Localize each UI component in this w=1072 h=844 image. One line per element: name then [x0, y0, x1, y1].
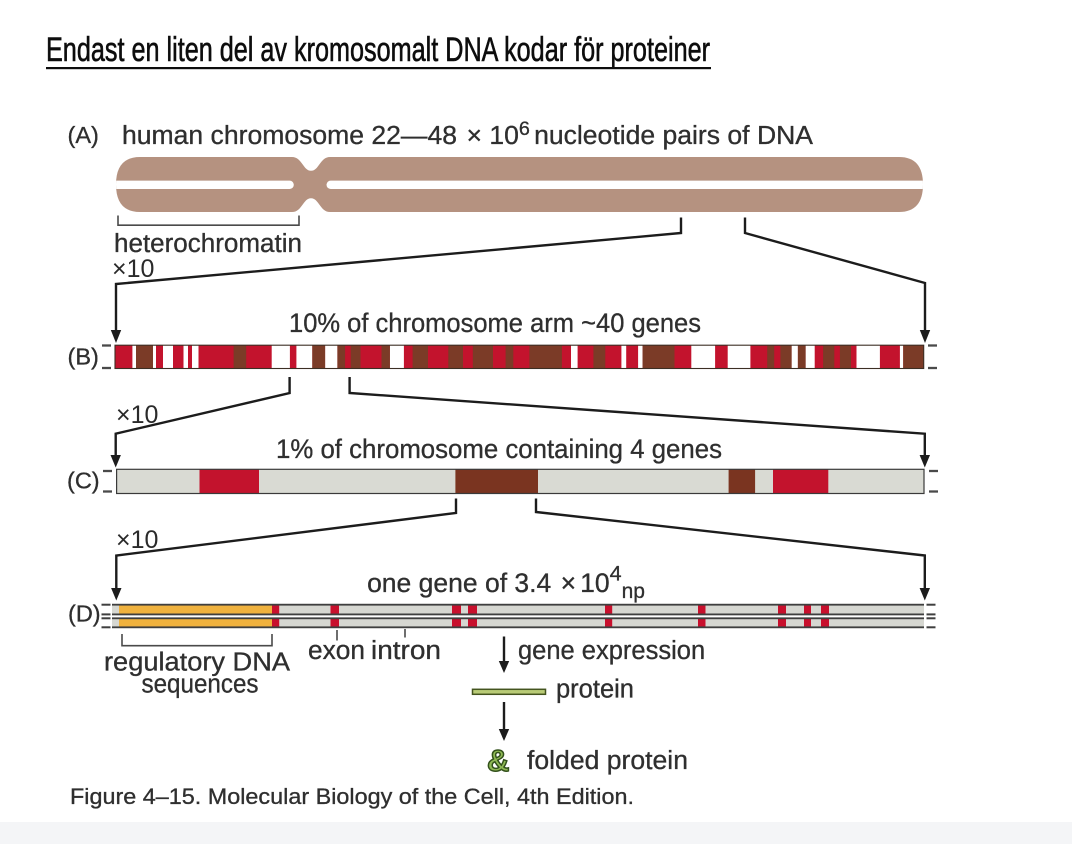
svg-text:×10: ×10	[112, 255, 154, 283]
svg-text:(D): (D)	[68, 601, 101, 627]
svg-text:protein: protein	[556, 676, 634, 704]
svg-text:&: &	[487, 743, 509, 778]
svg-text:regulatory DNA: regulatory DNA	[104, 649, 290, 677]
svg-text:sequences: sequences	[142, 671, 259, 699]
svg-text:folded protein: folded protein	[527, 747, 688, 775]
svg-text:Endast en liten del av kromoso: Endast en liten del av kromosomalt DNA k…	[46, 31, 710, 69]
svg-text:×10: ×10	[116, 526, 158, 554]
svg-text:gene expression: gene expression	[518, 637, 705, 665]
svg-text:Figure 4–15. Molecular Biology: Figure 4–15. Molecular Biology of the Ce…	[70, 784, 634, 809]
svg-text:heterochromatin: heterochromatin	[114, 230, 302, 258]
svg-text:1% of chromosome containing 4: 1% of chromosome containing 4 genes	[276, 434, 722, 464]
svg-text:10% of chromosome arm ~40 gene: 10% of chromosome arm ~40 genes	[289, 308, 701, 338]
svg-text:×10: ×10	[116, 401, 158, 429]
svg-text:intron: intron	[371, 637, 441, 665]
svg-text:one gene of 3.4 ×104np: one gene of 3.4 × 104np	[367, 562, 645, 604]
svg-text:(B): (B)	[68, 344, 99, 370]
svg-text:exon: exon	[308, 637, 365, 665]
svg-text:(C): (C)	[67, 468, 100, 494]
svg-text:(A): (A)	[68, 122, 99, 148]
